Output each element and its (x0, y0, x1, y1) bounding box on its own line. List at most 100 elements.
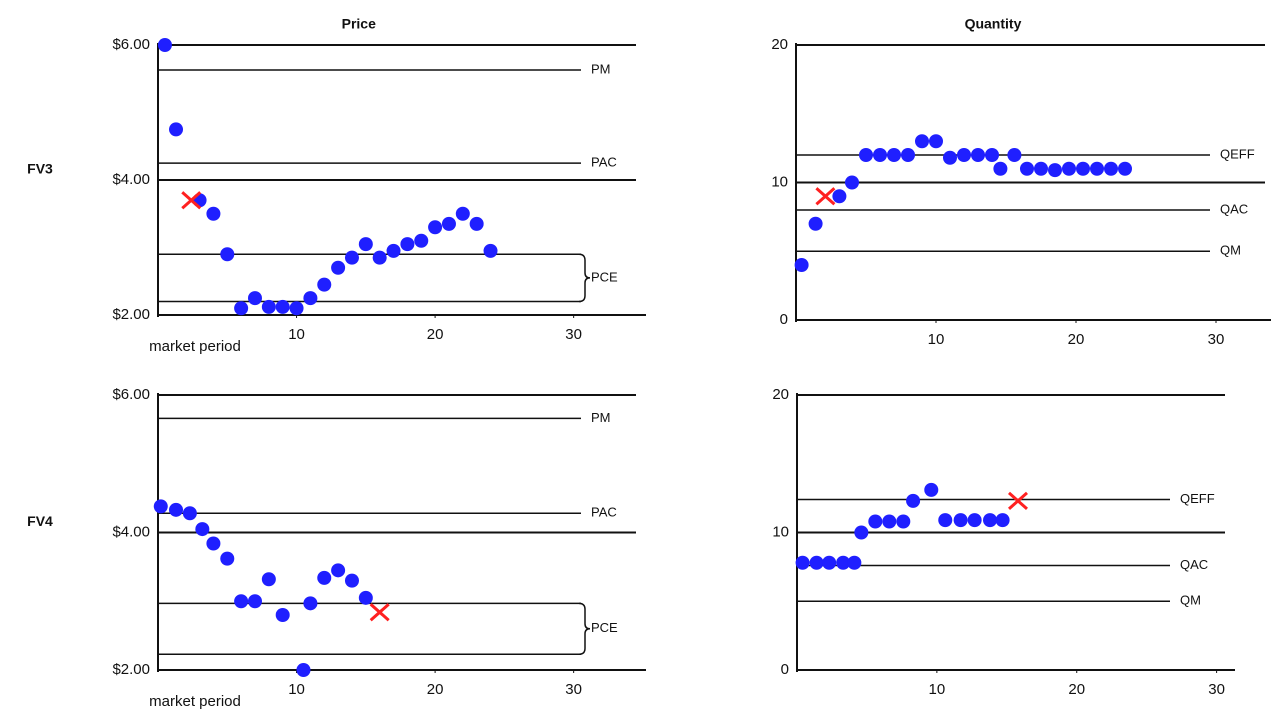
y-tick-label: $6.00 (112, 386, 150, 403)
dot (372, 250, 387, 265)
dot (995, 513, 1010, 528)
dot (261, 572, 276, 587)
dot (303, 291, 318, 306)
reference-label: PAC (591, 505, 617, 520)
dot (957, 148, 971, 162)
dot (303, 596, 318, 611)
cross-marker (815, 187, 836, 206)
y-tick-label: $2.00 (112, 661, 150, 678)
panel-title: Price (342, 16, 376, 32)
x-tick-label: 10 (288, 326, 305, 343)
x-axis-label: market period (149, 693, 241, 710)
x-tick-label: 20 (1068, 331, 1085, 348)
dot (206, 536, 221, 551)
dot (289, 301, 304, 316)
y-tick-label: $4.00 (112, 171, 150, 188)
reference-label: PM (591, 410, 611, 425)
dot (1034, 161, 1048, 176)
dot (901, 148, 915, 162)
x-tick-label: 30 (565, 326, 582, 343)
dot (845, 175, 859, 190)
reference-label: QEFF (1180, 491, 1215, 506)
dot (983, 513, 998, 528)
y-tick-label: 10 (772, 523, 789, 540)
cross-marker (181, 191, 202, 210)
dot (386, 243, 401, 258)
dot (469, 216, 484, 231)
dot (220, 247, 235, 262)
dot (1076, 161, 1090, 176)
y-tick-label: 10 (771, 173, 788, 190)
y-tick-label: $6.00 (112, 36, 150, 53)
cross-marker (1007, 491, 1028, 510)
x-axis-label: market period (149, 338, 241, 355)
dot (868, 514, 883, 529)
dot (247, 594, 262, 609)
dot (358, 590, 373, 605)
reference-label: QAC (1220, 201, 1248, 216)
dot (220, 551, 235, 566)
dot (1048, 163, 1062, 178)
dot (182, 506, 197, 521)
reference-label: QEFF (1220, 146, 1255, 161)
dot (261, 299, 276, 314)
dot (924, 482, 939, 497)
reference-label: QAC (1180, 557, 1208, 572)
dot (915, 134, 929, 149)
dot (331, 260, 346, 275)
dot (317, 277, 332, 292)
dot (836, 555, 851, 570)
reference-label: PCE (591, 269, 618, 284)
reference-label: QM (1220, 243, 1241, 258)
dot (938, 513, 953, 528)
dot (887, 148, 901, 162)
dot (993, 161, 1008, 176)
dot (859, 148, 873, 162)
x-tick-label: 20 (427, 326, 444, 343)
dot (971, 148, 985, 162)
dot (296, 663, 311, 677)
dot (795, 555, 810, 570)
y-tick-label: $4.00 (112, 523, 150, 540)
dot (344, 250, 359, 265)
dot (344, 573, 359, 588)
dot (483, 243, 498, 258)
dot (153, 499, 168, 514)
dot (414, 233, 429, 248)
x-tick-label: 20 (1068, 681, 1085, 698)
x-tick-label: 30 (1208, 331, 1225, 348)
dot (847, 555, 862, 570)
dot (358, 237, 373, 252)
y-tick-label: 20 (772, 386, 789, 403)
dot (428, 220, 443, 235)
y-tick-label: 0 (781, 661, 789, 678)
brace (578, 602, 591, 655)
x-tick-label: 10 (929, 681, 946, 698)
dot (317, 570, 332, 585)
dot (906, 493, 921, 508)
x-tick-label: 30 (565, 681, 582, 698)
dot (967, 513, 982, 528)
row-label: FV3 (27, 161, 53, 177)
dot (275, 608, 290, 622)
dot (943, 150, 957, 165)
dot (275, 299, 290, 314)
cross-marker (369, 603, 390, 622)
reference-label: PM (591, 61, 611, 76)
brace (578, 253, 591, 303)
dot (455, 206, 470, 221)
dot (234, 594, 249, 609)
dot (1104, 161, 1118, 176)
dot (854, 525, 869, 540)
y-tick-label: 20 (771, 36, 788, 53)
dot (157, 38, 172, 52)
reference-label: QM (1180, 593, 1201, 608)
dot (1090, 161, 1104, 176)
dot (809, 555, 824, 570)
dot (169, 122, 184, 137)
dot (400, 237, 415, 252)
reference-label: PCE (591, 620, 618, 635)
x-tick-label: 20 (427, 681, 444, 698)
dot (953, 513, 968, 528)
